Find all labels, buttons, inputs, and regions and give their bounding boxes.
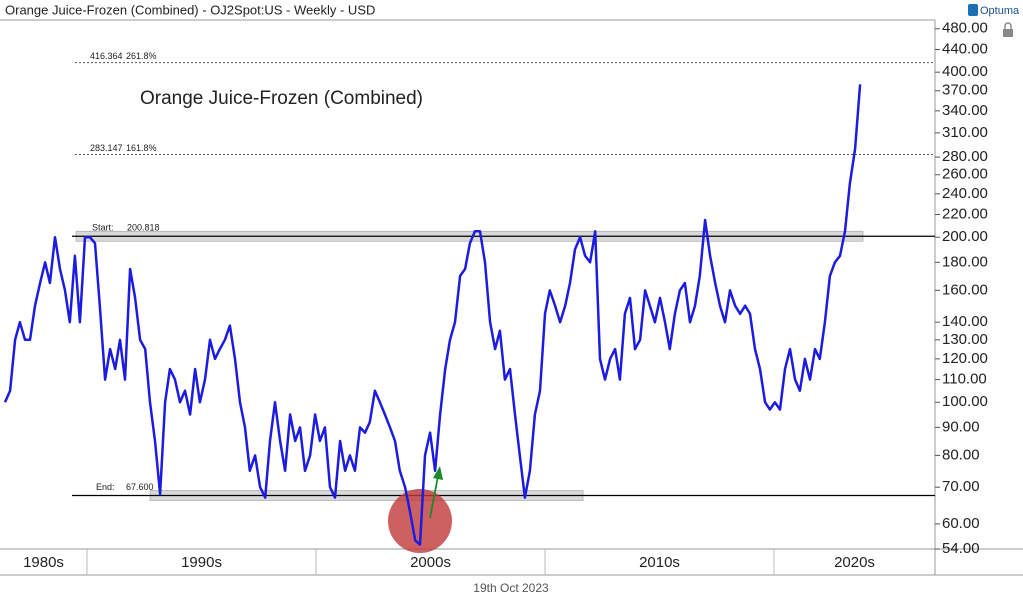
y-tick-label: 120.00 [942,350,988,367]
level-ratio: 161.8% [126,143,157,153]
y-tick-label: 80.00 [942,446,980,463]
y-tick-label: 160.00 [942,281,988,298]
y-tick-label: 110.00 [942,371,987,388]
zone-label: Start: [92,223,114,233]
y-tick-label: 440.00 [942,40,988,57]
brand-logo [968,4,978,16]
y-tick-label: 180.00 [942,253,988,270]
y-tick-label: 260.00 [942,166,988,183]
y-tick-label: 340.00 [942,102,988,119]
lock-icon [1003,22,1013,37]
y-tick-label: 310.00 [942,124,988,141]
x-tick-label: 2020s [834,554,875,571]
y-tick-label: 140.00 [942,313,988,330]
zone-label: End: [96,482,115,492]
y-tick-label: 130.00 [942,331,988,348]
price-line [3,84,862,546]
y-tick-label: 280.00 [942,148,988,165]
header-title: Orange Juice-Frozen (Combined) - OJ2Spot… [5,2,375,17]
x-tick-label: 1980s [23,554,64,571]
y-tick-label: 240.00 [942,185,988,202]
footer-date: 19th Oct 2023 [473,581,549,595]
x-tick-label: 2010s [639,554,680,571]
zone-price: 200.818 [127,223,160,233]
brand: Optuma [980,5,1020,17]
arrow-head [433,466,443,480]
y-tick-label: 400.00 [942,63,988,80]
level-price: 416.364 [90,51,123,61]
y-tick-label: 70.00 [942,478,980,495]
y-tick-label: 100.00 [942,393,988,410]
x-tick-label: 2000s [410,554,451,571]
y-tick-label: 200.00 [942,228,988,245]
level-price: 283.147 [90,143,123,153]
zone-price: 67.600 [126,482,154,492]
arrow-shaft [429,475,439,519]
level-ratio: 261.8% [126,51,157,61]
y-tick-label: 60.00 [942,515,980,532]
y-tick-label: 370.00 [942,82,988,99]
chart-title: Orange Juice-Frozen (Combined) [140,88,423,109]
y-tick-label: 90.00 [942,418,980,435]
y-tick-label: 480.00 [942,20,988,37]
x-tick-label: 1990s [181,554,222,571]
y-tick-label: 220.00 [942,206,988,223]
y-tick-label: 54.00 [942,540,980,557]
highlight-circle [388,489,452,553]
